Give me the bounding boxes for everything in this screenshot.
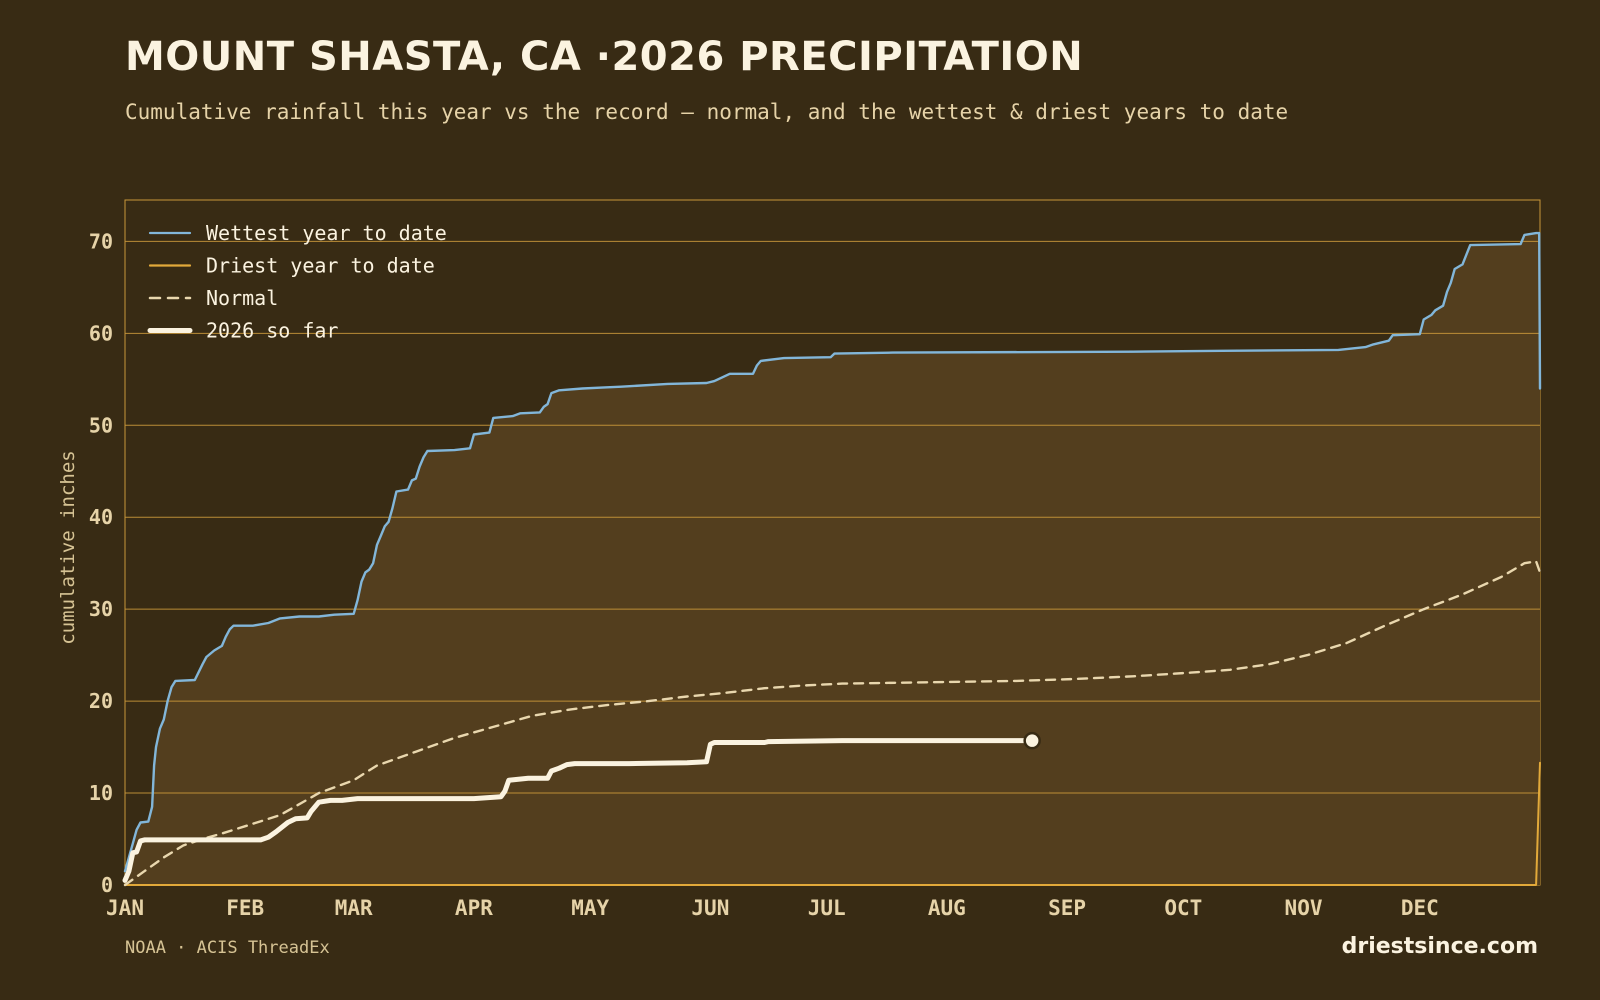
legend-label: 2026 so far xyxy=(206,319,338,343)
x-tick-label: DEC xyxy=(1401,896,1439,920)
legend-label: Normal xyxy=(206,286,278,310)
plot-area-fill xyxy=(125,233,1540,886)
y-axis-ticks: 0 10 20 30 40 50 60 70 xyxy=(89,229,113,897)
y-tick-label: 20 xyxy=(89,689,113,713)
series-lines xyxy=(122,231,1542,887)
series-line-3 xyxy=(122,738,1035,883)
series-line-1 xyxy=(124,761,1541,886)
gridlines xyxy=(125,240,1540,794)
y-tick-label: 10 xyxy=(89,781,113,805)
y-tick-label: 30 xyxy=(89,597,113,621)
x-tick-label: SEP xyxy=(1048,896,1086,920)
x-tick-label: MAR xyxy=(335,896,373,920)
series-line-2 xyxy=(123,560,1542,887)
y-tick-label: 50 xyxy=(89,413,113,437)
y-tick-label: 60 xyxy=(89,321,113,345)
current-endpoint-marker xyxy=(1023,731,1041,750)
x-tick-label: JUL xyxy=(808,896,846,920)
x-tick-label: APR xyxy=(455,896,493,920)
x-tick-label: JAN xyxy=(106,896,144,920)
y-tick-label: 0 xyxy=(101,873,113,897)
series-line-0 xyxy=(123,231,1542,873)
source-credit: NOAA · ACIS ThreadEx xyxy=(125,938,330,958)
x-tick-label: NOV xyxy=(1285,896,1323,920)
x-tick-label: MAY xyxy=(571,896,609,920)
y-tick-label: 70 xyxy=(89,229,113,253)
legend: Wettest year to date Driest year to date N… xyxy=(147,221,447,343)
y-tick-label: 40 xyxy=(89,505,113,529)
legend-label: Driest year to date xyxy=(206,254,435,278)
y-axis-label: cumulative inches xyxy=(57,450,79,644)
x-tick-label: AUG xyxy=(928,896,966,920)
x-axis-ticks: JAN FEB MAR APR MAY JUN JUL AUG SEP OCT NOV DEC xyxy=(106,896,1439,920)
x-tick-label: OCT xyxy=(1164,896,1202,920)
page-title: MOUNT SHASTA, CA ·2026 PRECIPITATION xyxy=(125,34,1084,80)
page-subtitle: Cumulative rainfall this year vs the rec… xyxy=(125,100,1289,124)
x-tick-label: JUN xyxy=(691,896,729,920)
x-tick-label: FEB xyxy=(226,896,264,920)
legend-label: Wettest year to date xyxy=(206,221,447,245)
brand-link[interactable]: driestsince.com xyxy=(1341,934,1538,959)
